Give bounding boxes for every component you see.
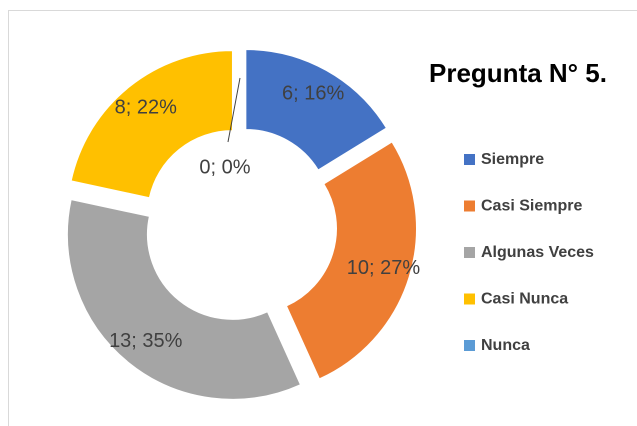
legend-swatch — [464, 200, 475, 212]
legend-swatch — [464, 293, 475, 305]
data-label: 8; 22% — [115, 97, 177, 119]
doughnut-slice — [285, 141, 417, 380]
legend-label: Casi Nunca — [481, 291, 568, 308]
doughnut-slice — [70, 50, 233, 199]
doughnut-slice — [67, 198, 302, 400]
legend-label: Siempre — [481, 151, 544, 168]
data-label: 6; 16% — [282, 82, 344, 104]
data-label: 10; 27% — [347, 257, 421, 279]
doughnut-slice — [245, 49, 388, 171]
data-label: 0; 0% — [199, 156, 250, 178]
legend-swatch — [464, 154, 475, 165]
legend-label: Casi Siempre — [481, 198, 582, 215]
legend-label: Nunca — [481, 337, 530, 354]
legend-label: Algunas Veces — [481, 244, 594, 261]
chart-border — [8, 10, 637, 426]
chart-title: Pregunta N° 5. — [429, 58, 607, 88]
leader-line — [227, 77, 241, 143]
data-label: 13; 35% — [109, 330, 183, 352]
legend-swatch — [464, 247, 475, 258]
legend-swatch — [464, 340, 475, 351]
